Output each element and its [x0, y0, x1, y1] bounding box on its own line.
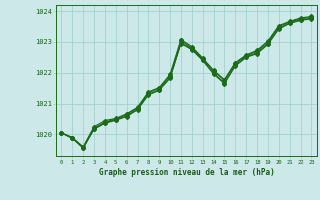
X-axis label: Graphe pression niveau de la mer (hPa): Graphe pression niveau de la mer (hPa)	[99, 168, 274, 177]
